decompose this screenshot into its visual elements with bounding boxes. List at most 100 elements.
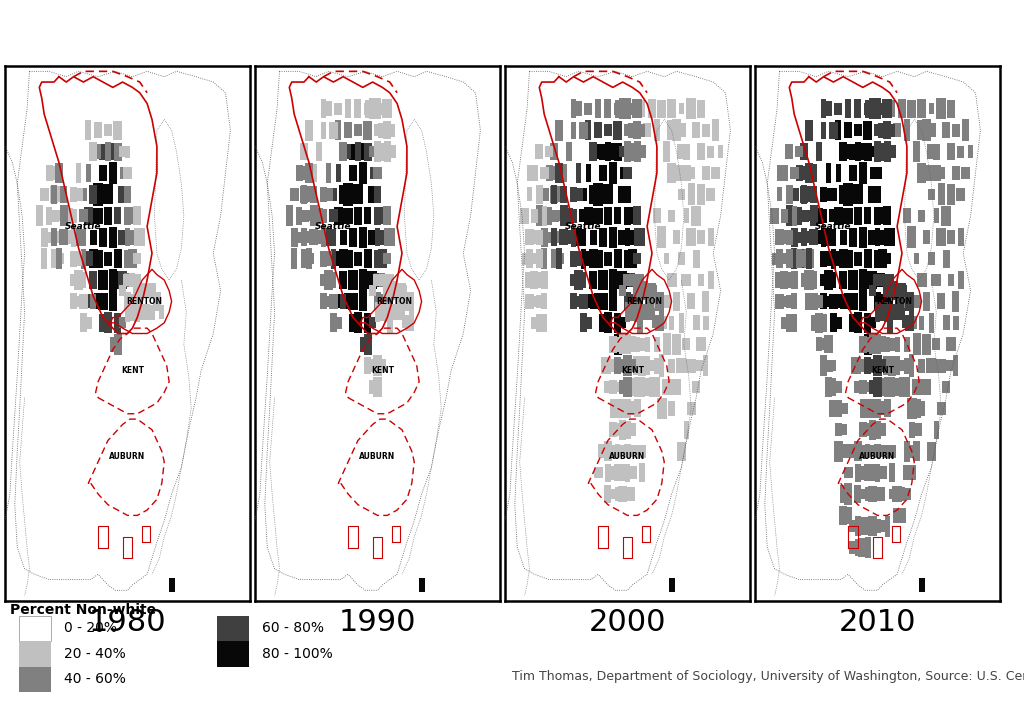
Bar bbox=[801, 166, 807, 180]
Bar bbox=[369, 285, 376, 297]
Bar bbox=[625, 228, 631, 246]
Bar bbox=[139, 228, 145, 246]
Bar bbox=[629, 402, 636, 416]
Bar bbox=[304, 253, 313, 264]
Bar bbox=[858, 538, 867, 557]
Bar bbox=[625, 98, 631, 119]
Bar bbox=[864, 313, 871, 333]
Bar bbox=[890, 489, 895, 499]
Bar bbox=[634, 274, 641, 286]
Bar bbox=[594, 122, 602, 138]
Bar bbox=[609, 336, 616, 353]
Bar bbox=[324, 188, 333, 200]
Bar bbox=[903, 377, 910, 397]
Bar bbox=[907, 316, 916, 329]
Bar bbox=[340, 229, 347, 245]
Bar bbox=[358, 226, 367, 247]
Text: 60 - 80%: 60 - 80% bbox=[262, 621, 324, 635]
Bar bbox=[615, 444, 621, 458]
Bar bbox=[124, 207, 131, 225]
Bar bbox=[718, 145, 723, 158]
Bar bbox=[880, 359, 886, 372]
Bar bbox=[776, 249, 783, 268]
Bar bbox=[855, 142, 861, 161]
Bar bbox=[620, 358, 626, 373]
Bar bbox=[797, 207, 802, 225]
Bar bbox=[859, 143, 867, 161]
Bar bbox=[884, 292, 891, 311]
Bar bbox=[600, 357, 605, 374]
Bar bbox=[321, 294, 327, 309]
Bar bbox=[873, 167, 882, 179]
Bar bbox=[657, 316, 667, 329]
Bar bbox=[834, 207, 843, 224]
Bar bbox=[883, 283, 892, 298]
Bar bbox=[629, 360, 636, 372]
Bar bbox=[51, 166, 57, 180]
Bar bbox=[839, 424, 848, 435]
Bar bbox=[49, 210, 58, 222]
Bar bbox=[936, 229, 946, 246]
Bar bbox=[637, 313, 643, 332]
Bar bbox=[369, 98, 377, 119]
Bar bbox=[124, 186, 131, 203]
Bar bbox=[865, 519, 870, 533]
Bar bbox=[635, 336, 640, 352]
Bar bbox=[585, 317, 592, 329]
Bar bbox=[828, 122, 838, 139]
Bar bbox=[872, 377, 882, 397]
Bar bbox=[868, 486, 878, 502]
Bar bbox=[864, 337, 870, 352]
Bar bbox=[370, 318, 376, 328]
Bar bbox=[653, 208, 660, 224]
Bar bbox=[620, 167, 626, 179]
Bar bbox=[98, 293, 108, 310]
Bar bbox=[618, 98, 627, 119]
Bar bbox=[316, 231, 322, 244]
Bar bbox=[651, 317, 657, 328]
Bar bbox=[785, 144, 794, 158]
Text: 2000: 2000 bbox=[589, 608, 667, 637]
Bar bbox=[839, 271, 848, 290]
Bar bbox=[340, 294, 346, 308]
Bar bbox=[399, 305, 404, 320]
Bar bbox=[854, 381, 861, 393]
Bar bbox=[340, 142, 347, 161]
Bar bbox=[885, 336, 890, 352]
Bar bbox=[790, 188, 799, 200]
Bar bbox=[864, 464, 871, 482]
Bar bbox=[673, 292, 680, 311]
Bar bbox=[884, 229, 891, 246]
Bar bbox=[679, 313, 684, 333]
Bar bbox=[908, 422, 914, 437]
Bar bbox=[878, 123, 887, 137]
Bar bbox=[772, 252, 777, 265]
Bar bbox=[580, 294, 588, 308]
Bar bbox=[603, 184, 612, 205]
Bar bbox=[124, 292, 131, 311]
Bar bbox=[365, 271, 371, 289]
Bar bbox=[598, 293, 608, 310]
Bar bbox=[610, 359, 615, 372]
Bar bbox=[609, 226, 616, 247]
Bar bbox=[625, 487, 631, 501]
Bar bbox=[334, 252, 342, 266]
Bar bbox=[801, 249, 807, 268]
Bar bbox=[296, 165, 302, 181]
Bar bbox=[560, 205, 567, 226]
Bar bbox=[128, 249, 137, 268]
Bar bbox=[630, 359, 636, 372]
Bar bbox=[825, 101, 831, 116]
Bar bbox=[329, 294, 338, 308]
Bar bbox=[638, 338, 647, 350]
Bar bbox=[301, 229, 307, 246]
Bar bbox=[879, 423, 887, 436]
Bar bbox=[848, 270, 858, 290]
Bar bbox=[859, 226, 866, 247]
Bar bbox=[97, 270, 109, 290]
Bar bbox=[148, 283, 156, 298]
Bar bbox=[952, 291, 959, 312]
Bar bbox=[848, 293, 858, 310]
Bar bbox=[883, 356, 892, 375]
Bar bbox=[547, 207, 552, 225]
